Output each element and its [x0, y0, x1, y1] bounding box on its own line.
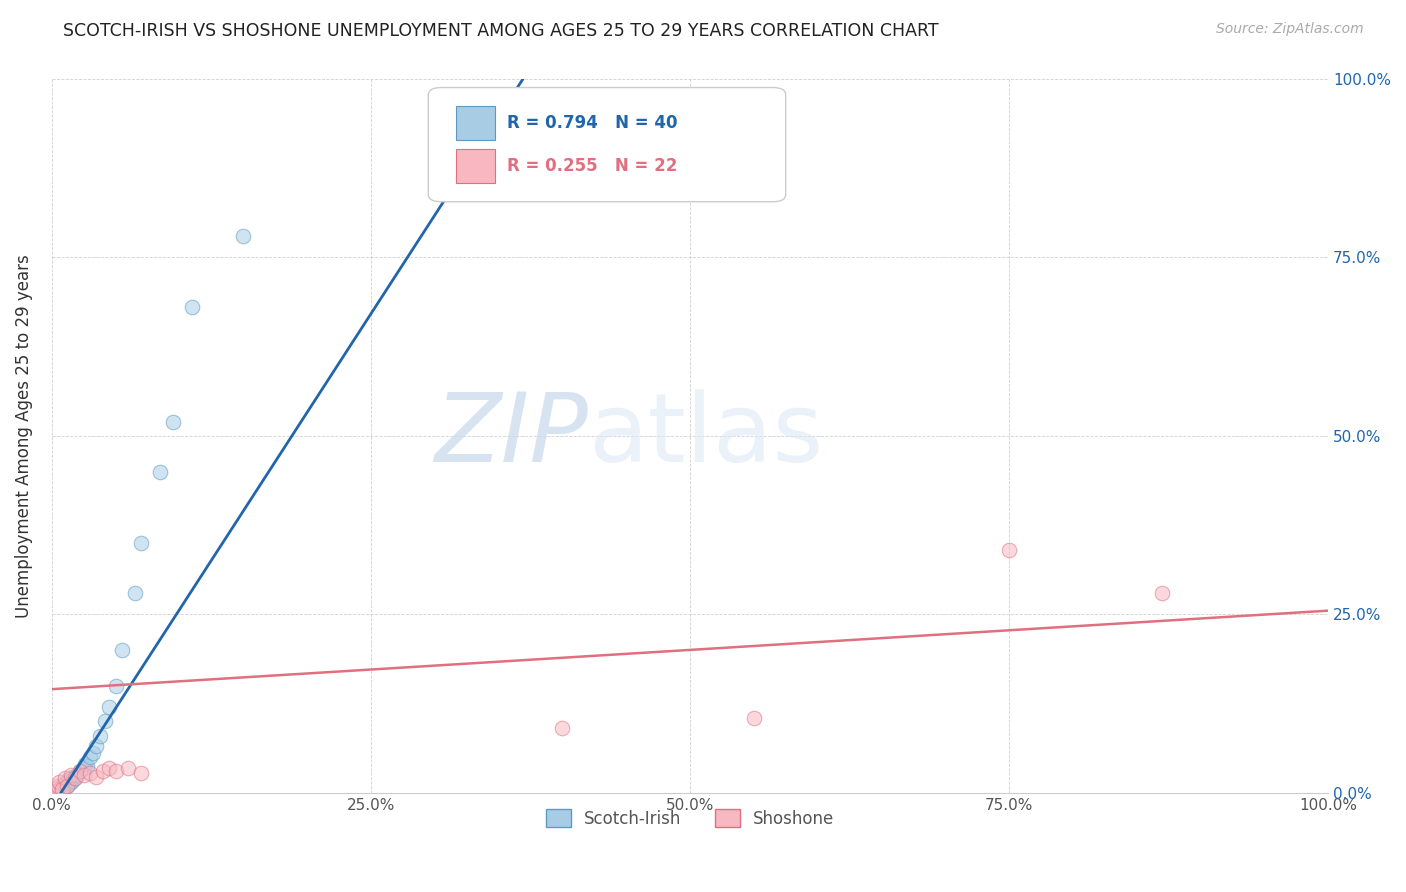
- Point: [76, 758, 98, 772]
- Point: [79, 750, 101, 764]
- Point: [73, 757, 96, 772]
- Point: [129, 765, 152, 780]
- Point: [1152, 586, 1174, 600]
- FancyBboxPatch shape: [457, 149, 495, 183]
- Point: [58, 772, 80, 787]
- Y-axis label: Unemployment Among Ages 25 to 29 years: Unemployment Among Ages 25 to 29 years: [15, 254, 32, 617]
- Text: R = 0.255   N = 22: R = 0.255 N = 22: [508, 157, 678, 175]
- Point: [44, 786, 66, 800]
- Point: [46, 779, 69, 793]
- Point: [82, 747, 104, 761]
- Point: [79, 765, 101, 780]
- Point: [59, 768, 82, 782]
- Point: [998, 543, 1021, 558]
- Point: [53, 777, 76, 791]
- Point: [52, 782, 75, 797]
- Point: [53, 780, 76, 794]
- Point: [48, 775, 70, 789]
- Point: [232, 229, 254, 244]
- Point: [124, 586, 146, 600]
- Point: [49, 782, 72, 797]
- Point: [62, 770, 84, 784]
- Point: [69, 764, 91, 779]
- Point: [51, 779, 73, 793]
- Point: [162, 415, 184, 429]
- Point: [55, 775, 77, 789]
- Point: [73, 761, 96, 775]
- Text: atlas: atlas: [588, 389, 823, 483]
- Point: [45, 786, 67, 800]
- Point: [73, 768, 96, 782]
- Point: [129, 536, 152, 550]
- Point: [60, 774, 83, 789]
- Point: [56, 779, 79, 793]
- Point: [63, 772, 86, 786]
- Legend: Scotch-Irish, Shoshone: Scotch-Irish, Shoshone: [538, 803, 841, 834]
- Point: [48, 784, 70, 798]
- Point: [98, 700, 121, 714]
- Point: [45, 784, 67, 798]
- Point: [742, 711, 765, 725]
- Point: [181, 301, 204, 315]
- Point: [94, 714, 117, 729]
- Point: [45, 784, 67, 798]
- Point: [104, 679, 127, 693]
- Point: [149, 465, 172, 479]
- Point: [51, 782, 73, 797]
- Point: [51, 781, 73, 796]
- Point: [46, 783, 69, 797]
- Point: [56, 779, 79, 793]
- Point: [91, 764, 114, 779]
- Point: [48, 782, 70, 797]
- Text: Source: ZipAtlas.com: Source: ZipAtlas.com: [1216, 22, 1364, 37]
- Point: [86, 739, 108, 754]
- Point: [49, 780, 72, 794]
- Point: [44, 782, 66, 797]
- Point: [86, 770, 108, 784]
- Text: SCOTCH-IRISH VS SHOSHONE UNEMPLOYMENT AMONG AGES 25 TO 29 YEARS CORRELATION CHAR: SCOTCH-IRISH VS SHOSHONE UNEMPLOYMENT AM…: [63, 22, 939, 40]
- Point: [59, 772, 82, 786]
- Text: ZIP: ZIP: [434, 389, 588, 483]
- Point: [59, 776, 82, 790]
- FancyBboxPatch shape: [429, 87, 786, 202]
- Point: [551, 722, 574, 736]
- Point: [69, 764, 91, 779]
- Point: [98, 761, 121, 775]
- Point: [104, 764, 127, 779]
- Point: [53, 772, 76, 786]
- Point: [117, 761, 139, 775]
- Text: R = 0.794   N = 40: R = 0.794 N = 40: [508, 114, 678, 132]
- Point: [111, 643, 134, 657]
- Point: [66, 768, 89, 782]
- Point: [89, 729, 111, 743]
- Point: [63, 772, 86, 786]
- FancyBboxPatch shape: [457, 106, 495, 140]
